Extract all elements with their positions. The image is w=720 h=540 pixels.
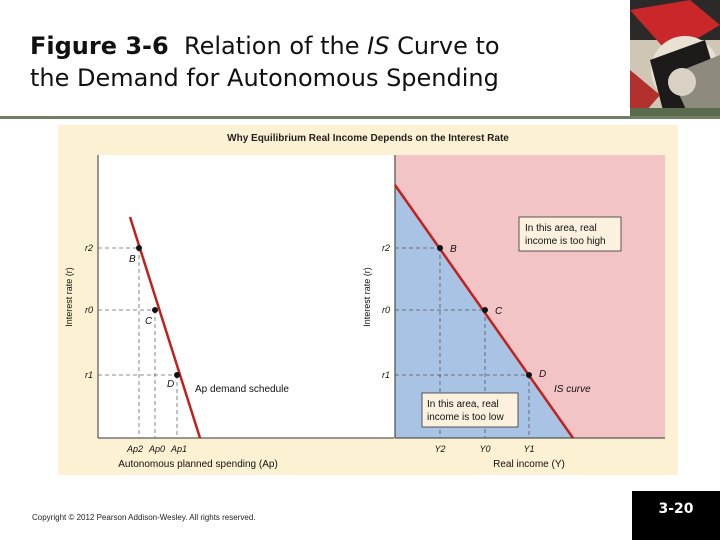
note-too-low: In this area, real income is too low	[421, 392, 519, 428]
right-label-d: D	[539, 369, 546, 380]
note-too-high-box	[518, 216, 622, 252]
right-point-d	[526, 372, 532, 378]
note-too-high: In this area, real income is too high	[518, 216, 622, 252]
right-point-c	[482, 307, 488, 313]
note-too-high-line2: income is too high	[525, 236, 606, 247]
left-xlabel: Autonomous planned spending (Ap)	[118, 459, 278, 470]
left-label-d: D	[167, 379, 174, 390]
figure: Why Equilibrium Real Income Depends on t…	[58, 125, 678, 475]
left-point-c	[152, 307, 158, 313]
left-ytick-r2: r2	[85, 243, 93, 253]
right-label-b: B	[450, 244, 457, 255]
right-xtick-y1: Y1	[523, 444, 534, 454]
copyright-notice: Copyright © 2012 Pearson Addison-Wesley.…	[32, 513, 256, 522]
left-xtick-ap0: Ap0	[148, 444, 165, 454]
left-panel-area	[98, 155, 394, 438]
right-point-b	[437, 245, 443, 251]
is-curve-label: IS curve	[554, 384, 591, 395]
right-ytick-r2: r2	[382, 243, 390, 253]
ap-demand-schedule	[128, 216, 202, 439]
figure-number: Figure 3-6	[30, 32, 169, 60]
right-ylabel: Interest rate (r)	[362, 267, 372, 327]
note-too-high-line1: In this area, real	[525, 223, 597, 234]
note-too-low-line2: income is too low	[427, 412, 504, 423]
figure-heading: Why Equilibrium Real Income Depends on t…	[227, 133, 509, 144]
page-number-box: 3-20	[632, 491, 720, 540]
left-guides	[98, 247, 178, 438]
left-point-b	[136, 245, 142, 251]
right-ytick-r1: r1	[382, 370, 390, 380]
right-xlabel: Real income (Y)	[493, 459, 565, 470]
right-guides	[395, 247, 530, 438]
note-too-low-box	[421, 392, 519, 428]
left-point-d	[174, 372, 180, 378]
right-label-c: C	[495, 306, 503, 317]
left-curve-label: Ap demand schedule	[195, 384, 289, 395]
left-ytick-r0: r0	[85, 305, 93, 315]
title-line-2: the Demand for Autonomous Spending	[30, 64, 499, 92]
right-xtick-y0: Y0	[479, 444, 490, 454]
decorative-artwork	[630, 0, 720, 118]
note-too-low-line1: In this area, real	[427, 399, 499, 410]
page-number: 3-20	[658, 501, 694, 517]
left-xtick-ap2: Ap2	[126, 444, 143, 454]
title-divider	[0, 116, 720, 119]
right-ytick-r0: r0	[382, 305, 390, 315]
slide-title: Figure 3-6 Relation of the IS Curve to t…	[30, 30, 620, 94]
left-label-b: B	[129, 254, 136, 265]
right-xtick-y2: Y2	[434, 444, 445, 454]
left-label-c: C	[145, 316, 153, 327]
title-text-1: Relation of the	[183, 32, 360, 60]
left-ylabel: Interest rate (r)	[64, 267, 74, 327]
left-xtick-ap1: Ap1	[170, 444, 187, 454]
title-is: IS	[367, 32, 390, 60]
left-ytick-r1: r1	[85, 370, 93, 380]
title-text-2: Curve to	[397, 32, 500, 60]
